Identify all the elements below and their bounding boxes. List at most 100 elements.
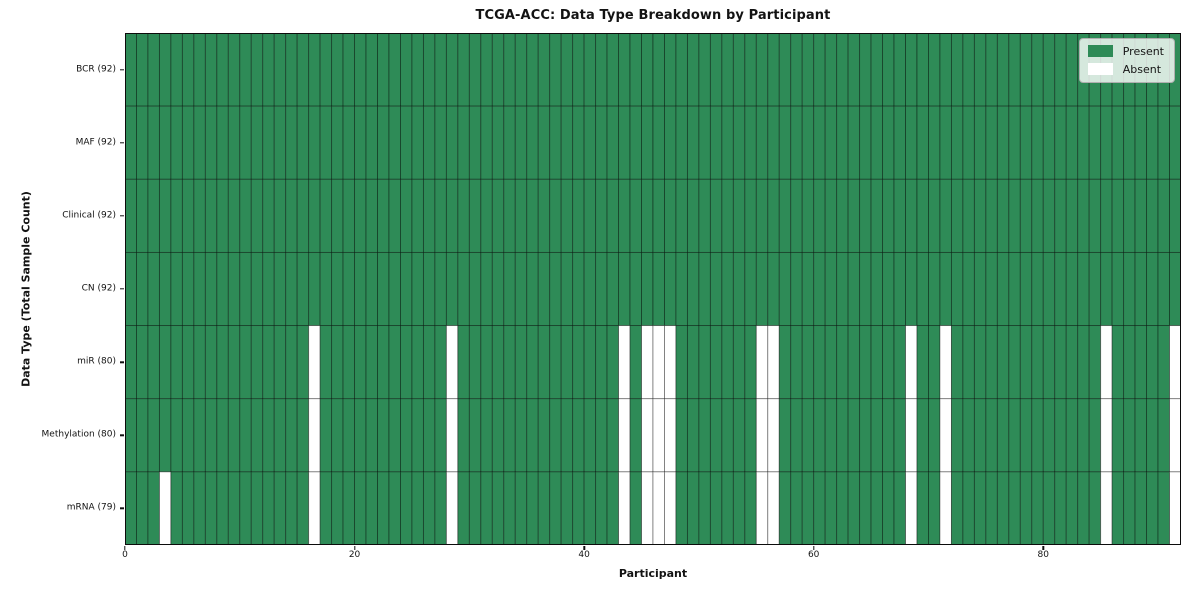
heatmap-cell xyxy=(618,251,631,327)
heatmap-cell xyxy=(1042,398,1056,473)
heatmap-cell xyxy=(755,33,769,107)
heatmap-cell xyxy=(434,178,447,253)
heatmap-cell xyxy=(778,105,792,180)
heatmap-cell xyxy=(847,251,861,327)
heatmap-cell xyxy=(1065,398,1079,473)
heatmap-cell xyxy=(916,398,929,473)
heatmap-cell xyxy=(457,325,470,400)
heatmap-cell xyxy=(193,471,206,545)
x-tick-label: 40 xyxy=(578,550,590,560)
heatmap-cell xyxy=(893,178,906,253)
heatmap-cell xyxy=(1134,251,1148,327)
heatmap-cell xyxy=(216,105,229,180)
heatmap-cell xyxy=(514,33,528,107)
heatmap-cell xyxy=(836,325,849,400)
heatmap-cell xyxy=(641,33,654,107)
heatmap-cell xyxy=(985,178,998,253)
heatmap-cell xyxy=(193,105,206,180)
heatmap-cell xyxy=(365,33,378,107)
heatmap-cell xyxy=(836,33,849,107)
heatmap-cell xyxy=(227,471,241,545)
heatmap-cell xyxy=(572,325,585,400)
heatmap-cell xyxy=(698,105,711,180)
heatmap-cell xyxy=(560,105,574,180)
heatmap-cell xyxy=(744,398,757,473)
heatmap-cell xyxy=(1134,105,1148,180)
heatmap-cell xyxy=(790,105,803,180)
heatmap-cell xyxy=(652,398,665,473)
heatmap-cell xyxy=(675,398,688,473)
legend-swatch-absent xyxy=(1087,63,1113,75)
heatmap-cell xyxy=(250,105,264,180)
heatmap-cell xyxy=(905,251,918,327)
heatmap-cell xyxy=(170,178,183,253)
heatmap-cell xyxy=(606,251,620,327)
heatmap-cell xyxy=(618,33,631,107)
heatmap-cell xyxy=(125,398,137,473)
heatmap-cell xyxy=(962,105,975,180)
heatmap-cell xyxy=(331,33,344,107)
heatmap-cell xyxy=(125,178,137,253)
heatmap-cell xyxy=(204,33,218,107)
heatmap-cell xyxy=(354,105,367,180)
heatmap-cell xyxy=(445,325,459,400)
heatmap-cell xyxy=(377,398,390,473)
heatmap-cell xyxy=(905,398,918,473)
heatmap-cell xyxy=(262,251,275,327)
heatmap-cell xyxy=(652,178,665,253)
heatmap-cell xyxy=(824,251,838,327)
heatmap-cell xyxy=(147,33,160,107)
heatmap-cell xyxy=(365,325,378,400)
heatmap-cell xyxy=(285,33,298,107)
heatmap-cell xyxy=(204,251,218,327)
heatmap-cell xyxy=(377,471,390,545)
heatmap-cell xyxy=(377,251,390,327)
heatmap-cell xyxy=(1100,178,1113,253)
heatmap-cell xyxy=(434,105,447,180)
heatmap-cell xyxy=(411,471,424,545)
heatmap-cell xyxy=(985,398,998,473)
y-tick-label: BCR (92) xyxy=(76,64,116,75)
heatmap-cell xyxy=(767,105,780,180)
heatmap-cell xyxy=(721,398,734,473)
heatmap-cell xyxy=(836,398,849,473)
heatmap-cell xyxy=(641,325,654,400)
heatmap-cell xyxy=(308,325,321,400)
heatmap-cell xyxy=(468,471,482,545)
heatmap-cell xyxy=(457,251,470,327)
heatmap-cell xyxy=(158,325,172,400)
y-tick-mark xyxy=(120,361,124,363)
heatmap-cell xyxy=(996,398,1010,473)
heatmap-cell xyxy=(686,178,700,253)
heatmap-cell xyxy=(732,178,746,253)
heatmap-cell xyxy=(181,325,195,400)
heatmap-cell xyxy=(686,33,700,107)
heatmap-cell xyxy=(928,105,941,180)
heatmap-cell xyxy=(239,471,252,545)
heatmap-cell xyxy=(296,325,310,400)
heatmap-cell xyxy=(445,178,459,253)
heatmap-cell xyxy=(629,251,642,327)
heatmap-cell xyxy=(629,33,642,107)
heatmap-cell xyxy=(824,471,838,545)
heatmap-cell xyxy=(354,251,367,327)
heatmap-cell xyxy=(227,178,241,253)
heatmap-cell xyxy=(905,471,918,545)
heatmap-cell xyxy=(549,471,562,545)
heatmap-cell xyxy=(227,325,241,400)
x-tick-label: 80 xyxy=(1037,550,1049,560)
heatmap-cell xyxy=(1169,471,1181,545)
heatmap-cell xyxy=(1123,325,1136,400)
heatmap-cell xyxy=(388,325,401,400)
heatmap-cell xyxy=(158,471,172,545)
heatmap-cell xyxy=(824,178,838,253)
heatmap-cell xyxy=(870,398,884,473)
heatmap-cell xyxy=(641,178,654,253)
heatmap-cell xyxy=(1146,471,1159,545)
heatmap-cell xyxy=(709,471,723,545)
heatmap-cell xyxy=(400,471,413,545)
heatmap-cell xyxy=(227,251,241,327)
heatmap-cell xyxy=(916,325,929,400)
heatmap-cell xyxy=(618,178,631,253)
